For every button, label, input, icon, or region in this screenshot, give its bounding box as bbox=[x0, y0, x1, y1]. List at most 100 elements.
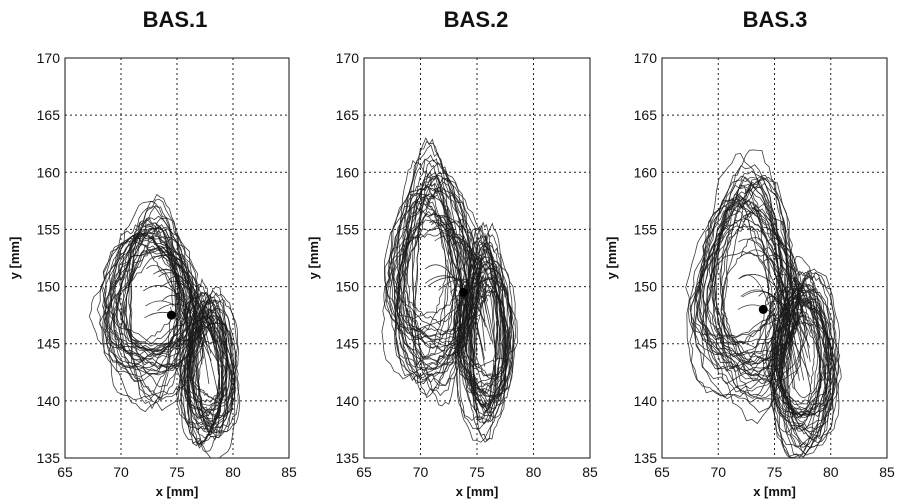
trajectory-loop bbox=[116, 217, 191, 412]
trajectory-loop bbox=[721, 199, 795, 390]
x-tick-label: 70 bbox=[710, 464, 726, 480]
trajectory-loop bbox=[118, 237, 193, 351]
trajectory-segment bbox=[449, 220, 486, 322]
trajectory-segment bbox=[143, 285, 206, 340]
y-tick-label: 165 bbox=[37, 107, 61, 123]
y-tick-label: 150 bbox=[634, 279, 658, 295]
trajectory-loop bbox=[389, 137, 470, 367]
trajectory-segment bbox=[768, 237, 811, 362]
y-tick-label: 165 bbox=[336, 107, 360, 123]
trajectory-loop bbox=[103, 246, 188, 359]
trajectory-segment bbox=[152, 254, 208, 345]
y-tick-label: 135 bbox=[336, 450, 360, 466]
y-tick-label: 160 bbox=[336, 164, 360, 180]
trajectory-segment bbox=[457, 219, 487, 313]
y-tick-label: 170 bbox=[336, 50, 360, 66]
trajectory-loop bbox=[773, 272, 836, 430]
trajectory-loop bbox=[391, 185, 465, 381]
trajectory-loop bbox=[411, 177, 462, 407]
trajectory-loop bbox=[108, 206, 204, 401]
x-axis-label: x [mm] bbox=[156, 484, 199, 499]
trajectory-loop bbox=[457, 289, 505, 410]
y-tick-label: 165 bbox=[634, 107, 658, 123]
trajectory-loop bbox=[771, 301, 829, 456]
trajectory-segment bbox=[447, 236, 488, 302]
trajectory-loop bbox=[112, 223, 195, 356]
trajectory-segment bbox=[157, 246, 212, 354]
trajectory-loop bbox=[764, 285, 828, 427]
trajectory-segment bbox=[739, 274, 789, 380]
y-axis-label: y [mm] bbox=[306, 237, 321, 280]
trajectory-segment bbox=[174, 280, 210, 384]
trajectory-group bbox=[381, 137, 519, 443]
trajectory-loop bbox=[178, 299, 236, 458]
trajectory-loop bbox=[180, 307, 240, 429]
x-tick-label: 65 bbox=[57, 464, 73, 480]
trajectory-loop bbox=[107, 227, 188, 370]
y-tick-label: 155 bbox=[37, 221, 61, 237]
trajectory-loop bbox=[768, 310, 837, 447]
trajectory-loop bbox=[404, 219, 463, 366]
trajectory-loop bbox=[462, 221, 500, 408]
x-tick-label: 85 bbox=[879, 464, 895, 480]
trajectory-segment bbox=[157, 303, 218, 345]
trajectory-segment bbox=[450, 285, 486, 328]
trajectory-segment bbox=[747, 249, 812, 393]
trajectory-segment bbox=[780, 220, 789, 324]
trajectory-loop bbox=[764, 322, 834, 416]
trajectory-segment bbox=[758, 291, 798, 375]
trajectory-loop bbox=[719, 203, 784, 377]
x-tick-label: 70 bbox=[413, 464, 429, 480]
chart-title: BAS.1 bbox=[143, 7, 208, 32]
trajectory-segment bbox=[146, 264, 197, 370]
trajectory-segment bbox=[158, 254, 221, 352]
y-tick-label: 155 bbox=[336, 221, 360, 237]
trajectory-segment bbox=[762, 258, 797, 347]
trajectory-loop bbox=[88, 232, 192, 350]
trajectory-segment bbox=[740, 289, 797, 332]
y-tick-label: 145 bbox=[37, 336, 61, 352]
trajectory-loop bbox=[186, 318, 236, 402]
y-tick-label: 155 bbox=[634, 221, 658, 237]
trajectory-loop bbox=[395, 197, 454, 341]
trajectory-segment bbox=[765, 296, 800, 381]
x-tick-label: 85 bbox=[582, 464, 598, 480]
trajectory-loop bbox=[772, 277, 840, 458]
trajectory-loop bbox=[181, 291, 238, 430]
x-tick-label: 65 bbox=[356, 464, 372, 480]
trajectory-segment bbox=[157, 268, 220, 401]
y-tick-label: 135 bbox=[634, 450, 658, 466]
y-tick-label: 140 bbox=[634, 393, 658, 409]
trajectory-loop bbox=[770, 288, 835, 448]
trajectory-loop bbox=[770, 256, 835, 433]
trajectory-loop bbox=[722, 179, 785, 365]
plot-frame bbox=[363, 57, 591, 459]
x-tick-label: 80 bbox=[823, 464, 839, 480]
y-tick-label: 170 bbox=[37, 50, 61, 66]
y-tick-label: 160 bbox=[634, 164, 658, 180]
plot-frame bbox=[64, 57, 290, 459]
trajectory-segment bbox=[145, 300, 212, 361]
y-axis-label: y [mm] bbox=[7, 237, 22, 280]
y-tick-label: 160 bbox=[37, 164, 61, 180]
trajectory-loop bbox=[124, 205, 186, 356]
chart-title: BAS.2 bbox=[444, 7, 509, 32]
y-axis-label: y [mm] bbox=[604, 237, 619, 280]
y-tick-label: 170 bbox=[634, 50, 658, 66]
trajectory-segment bbox=[176, 291, 198, 396]
trajectory-loop bbox=[781, 270, 841, 455]
y-tick-label: 150 bbox=[37, 279, 61, 295]
trajectory-segment bbox=[438, 278, 486, 292]
x-tick-label: 70 bbox=[113, 464, 129, 480]
chart-panel-1: BAS.1 65 70 75 80 85 135 140 145 150 155 160 165 170 x… bbox=[7, 7, 297, 499]
center-marker bbox=[758, 304, 768, 314]
trajectory-loop bbox=[96, 225, 182, 375]
trajectory-segment bbox=[737, 304, 811, 377]
trajectory-loop bbox=[693, 175, 800, 370]
trajectory-segment bbox=[454, 297, 492, 342]
trajectory-loop bbox=[780, 309, 815, 419]
trajectory-group bbox=[685, 149, 842, 458]
y-tick-label: 140 bbox=[37, 393, 61, 409]
trajectory-loop bbox=[720, 186, 778, 345]
